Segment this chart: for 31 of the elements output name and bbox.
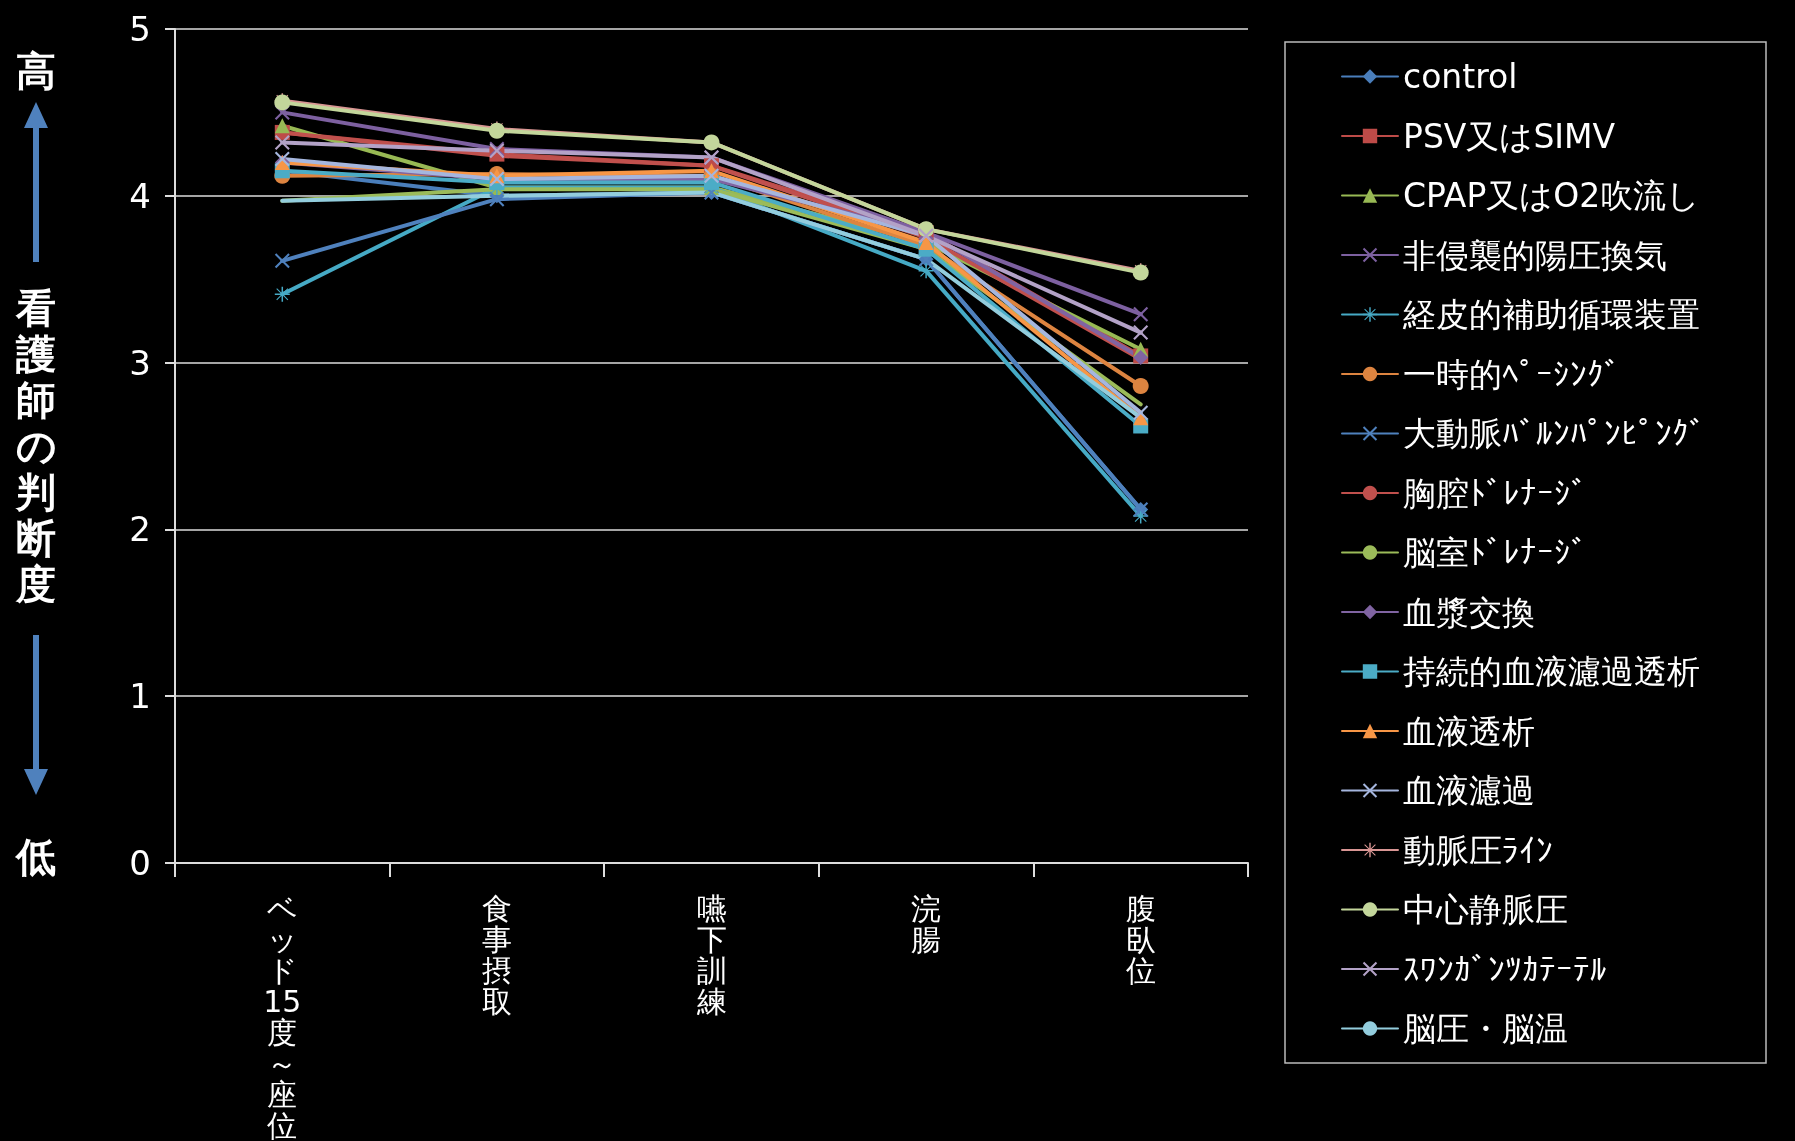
text: 高	[15, 47, 57, 96]
legend-label: 血漿交換	[1403, 592, 1535, 632]
legend-label: ｽﾜﾝｶﾞﾝﾂｶﾃｰﾃﾙ	[1403, 949, 1607, 989]
legend-label: 動脈圧ﾗｲﾝ	[1403, 830, 1553, 870]
legend-label: 非侵襲的陽圧換気	[1403, 235, 1667, 275]
legend-label: 大動脈ﾊﾞﾙﾝﾊﾟﾝﾋﾟﾝｸﾞ	[1403, 414, 1706, 453]
legend-label: 血液透析	[1403, 711, 1535, 751]
legend-label: 胸腔ﾄﾞﾚﾅｰｼﾞ	[1403, 473, 1588, 513]
x-tick-label: 食事摂取	[481, 891, 512, 1019]
legend-label: 持続的血液濾過透析	[1403, 652, 1700, 691]
legend-label: CPAP又はO2吹流し	[1403, 176, 1701, 215]
y-tick-label: 0	[129, 843, 151, 883]
text: 低	[14, 833, 57, 882]
y-tick-label: 3	[129, 342, 151, 383]
legend-label: PSV又はSIMV	[1403, 116, 1616, 156]
legend-label: 経皮的補助循環装置	[1402, 295, 1700, 334]
legend-label: 中心静脈圧	[1403, 890, 1568, 929]
y-tick-label: 2	[129, 509, 151, 550]
legend-label: 脳室ﾄﾞﾚﾅｰｼﾞ	[1403, 533, 1588, 572]
y-tick-label: 1	[129, 676, 151, 717]
x-tick-label: ベッド15度～座位	[263, 891, 302, 1141]
legend-label: control	[1403, 57, 1518, 96]
legend-label: 脳圧・脳温	[1403, 1009, 1568, 1048]
x-tick-label: 嚥下訓練	[695, 891, 727, 1019]
y-tick-label: 4	[129, 175, 151, 216]
legend-label: 一時的ﾍﾟｰｼﾝｸﾞ	[1403, 354, 1621, 394]
x-tick-label: 腹臥位	[1125, 891, 1156, 988]
y-tick-label: 5	[129, 9, 151, 49]
x-tick-label: 浣腸	[911, 891, 942, 957]
y-axis-title: 看護師の判断度	[14, 285, 58, 607]
legend-label: 血液濾過	[1403, 771, 1535, 810]
